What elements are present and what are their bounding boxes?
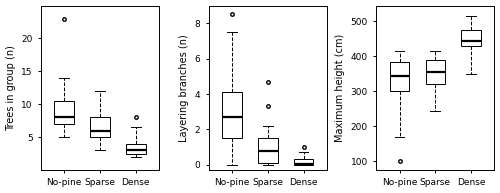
PathPatch shape <box>462 30 481 46</box>
PathPatch shape <box>54 101 74 124</box>
Y-axis label: Layering branches (n): Layering branches (n) <box>179 34 189 142</box>
PathPatch shape <box>390 62 409 91</box>
PathPatch shape <box>90 118 110 137</box>
PathPatch shape <box>222 92 242 138</box>
PathPatch shape <box>426 60 445 84</box>
Y-axis label: Maximum height (cm): Maximum height (cm) <box>335 34 345 142</box>
PathPatch shape <box>258 138 278 163</box>
Y-axis label: Trees in group (n): Trees in group (n) <box>6 45 16 131</box>
PathPatch shape <box>126 144 146 154</box>
PathPatch shape <box>294 159 314 165</box>
